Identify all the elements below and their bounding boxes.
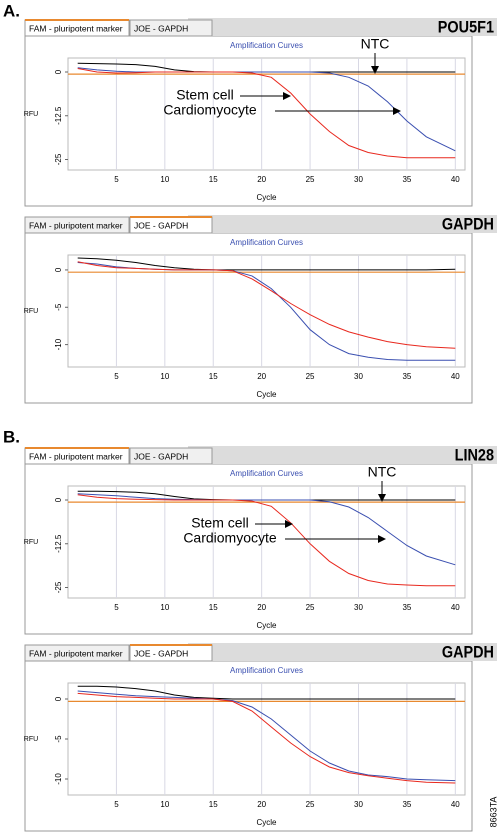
x-axis-label: Cycle <box>256 621 277 630</box>
x-tick-label: 35 <box>402 175 411 184</box>
plot-area <box>67 254 466 368</box>
tab-label[interactable]: JOE - GAPDH <box>134 648 188 658</box>
x-tick-label: 5 <box>114 800 119 809</box>
tab <box>24 644 130 662</box>
x-tick-label: 25 <box>306 603 315 612</box>
annotation: Cardiomyocyte <box>163 102 257 118</box>
y-tick-label: -12.5 <box>54 106 63 125</box>
x-tick-label: 30 <box>354 175 363 184</box>
x-tick-label: 10 <box>160 175 169 184</box>
x-tick-label: 30 <box>354 372 363 381</box>
annotation: NTC <box>361 36 390 52</box>
tab <box>24 216 130 234</box>
x-tick-label: 35 <box>402 372 411 381</box>
x-tick-label: 15 <box>209 175 218 184</box>
amplification-curve <box>77 494 456 587</box>
x-tick-label: 5 <box>114 372 119 381</box>
y-tick-label: -5 <box>54 735 63 743</box>
x-tick-label: 40 <box>451 372 460 381</box>
x-tick-label: 40 <box>451 175 460 184</box>
x-tick-label: 10 <box>160 372 169 381</box>
x-tick-label: 40 <box>451 800 460 809</box>
tab-label[interactable]: JOE - GAPDH <box>134 451 188 461</box>
amplification-curve <box>77 67 456 152</box>
amplification-curve <box>77 68 456 159</box>
gene-label: LIN28 <box>455 446 495 464</box>
tab-label[interactable]: JOE - GAPDH <box>134 220 188 230</box>
gene-label: GAPDH <box>442 643 494 661</box>
y-tick-label: -10 <box>54 338 63 350</box>
tab <box>129 447 213 465</box>
x-tick-label: 20 <box>257 603 266 612</box>
x-tick-label: 15 <box>209 603 218 612</box>
annotation: Stem cell <box>191 515 249 531</box>
amplification-curve <box>77 692 456 784</box>
amplification-curve <box>77 685 456 700</box>
y-tick-label: 0 <box>54 267 63 272</box>
amplification-curve <box>77 261 456 349</box>
tab-label[interactable]: FAM - pluripotent marker <box>29 23 123 33</box>
plot-area <box>67 682 466 796</box>
gene-bar <box>188 18 497 36</box>
y-axis-label: RFU <box>24 308 38 315</box>
tab <box>129 19 213 37</box>
y-tick-label: 0 <box>54 69 63 74</box>
gene-bar <box>188 643 497 661</box>
chart-title: Amplification Curves <box>230 41 303 50</box>
y-tick-label: -25 <box>54 153 63 165</box>
x-tick-label: 40 <box>451 603 460 612</box>
annotation: Cardiomyocyte <box>183 530 277 546</box>
tab-label[interactable]: FAM - pluripotent marker <box>29 451 123 461</box>
amplification-curve <box>77 493 456 566</box>
x-tick-label: 35 <box>402 603 411 612</box>
chart-title: Amplification Curves <box>230 666 303 675</box>
x-tick-label: 20 <box>257 800 266 809</box>
x-tick-label: 25 <box>306 800 315 809</box>
y-axis-label: RFU <box>24 539 38 546</box>
x-axis-label: Cycle <box>256 390 277 399</box>
y-tick-label: 0 <box>54 696 63 701</box>
y-tick-label: -5 <box>54 303 63 311</box>
x-tick-label: 25 <box>306 175 315 184</box>
x-tick-label: 25 <box>306 372 315 381</box>
annotation: NTC <box>368 464 397 480</box>
x-tick-label: 20 <box>257 372 266 381</box>
tab-label[interactable]: FAM - pluripotent marker <box>29 220 123 230</box>
y-axis-label: RFU <box>24 736 38 743</box>
x-tick-label: 30 <box>354 800 363 809</box>
x-axis-label: Cycle <box>256 193 277 202</box>
x-tick-label: 5 <box>114 175 119 184</box>
y-tick-label: -25 <box>54 581 63 593</box>
amplification-curve <box>77 257 456 271</box>
gene-label: POU5F1 <box>438 18 494 36</box>
amplification-curve <box>77 690 456 782</box>
x-axis-label: Cycle <box>256 818 277 827</box>
figure-id: 8663TA <box>488 797 498 828</box>
gene-bar <box>188 446 497 464</box>
x-tick-label: 10 <box>160 800 169 809</box>
x-tick-label: 10 <box>160 603 169 612</box>
tab-label[interactable]: JOE - GAPDH <box>134 23 188 33</box>
x-tick-label: 35 <box>402 800 411 809</box>
plot-area <box>67 57 466 171</box>
gene-label: GAPDH <box>442 215 494 233</box>
y-axis-label: RFU <box>24 111 38 118</box>
chart-title: Amplification Curves <box>230 469 303 478</box>
x-tick-label: 5 <box>114 603 119 612</box>
gene-bar <box>188 215 497 233</box>
panel-label: B. <box>3 427 20 446</box>
x-tick-label: 15 <box>209 372 218 381</box>
chart-title: Amplification Curves <box>230 238 303 247</box>
x-tick-label: 30 <box>354 603 363 612</box>
x-tick-label: 15 <box>209 800 218 809</box>
y-tick-label: -12.5 <box>54 534 63 553</box>
y-tick-label: -10 <box>54 773 63 785</box>
y-tick-label: 0 <box>54 497 63 502</box>
annotation: Stem cell <box>176 87 234 103</box>
x-tick-label: 20 <box>257 175 266 184</box>
panel-label: A. <box>3 1 20 20</box>
tab-label[interactable]: FAM - pluripotent marker <box>29 648 123 658</box>
